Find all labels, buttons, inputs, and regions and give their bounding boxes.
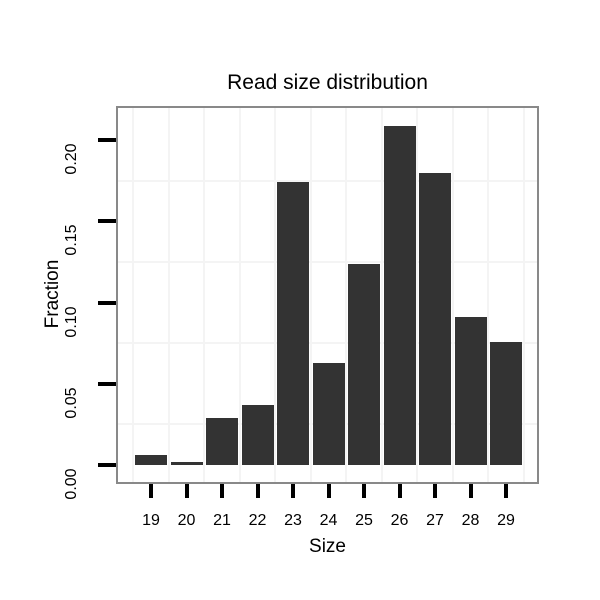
x-tick	[220, 484, 224, 498]
x-tick-label: 23	[284, 512, 302, 529]
x-tick-label: 27	[426, 512, 444, 529]
plot-panel	[116, 106, 539, 484]
x-tick-label: 29	[497, 512, 515, 529]
x-tick-label: 21	[213, 512, 231, 529]
minor-gridline-x	[522, 108, 525, 482]
minor-gridline-x	[451, 108, 454, 482]
x-tick	[326, 484, 331, 498]
x-tick	[504, 484, 508, 498]
y-tick	[98, 381, 116, 386]
x-tick	[397, 484, 402, 498]
y-tick-label: 0.05	[63, 387, 80, 419]
x-tick	[184, 484, 189, 498]
x-tick-label: 26	[390, 512, 409, 529]
bar-size-22	[241, 405, 274, 465]
bar-size-21	[206, 418, 238, 465]
bar-size-29	[490, 342, 522, 465]
minor-gridline-x	[132, 108, 135, 482]
minor-gridline-x	[416, 108, 419, 482]
x-tick	[149, 484, 153, 498]
x-tick	[433, 484, 437, 498]
minor-gridline-x	[274, 108, 277, 482]
minor-gridline-x	[487, 108, 490, 482]
x-tick-label: 22	[248, 512, 267, 529]
minor-gridline-x	[309, 108, 312, 482]
bar-size-25	[348, 264, 380, 465]
minor-gridline-y	[118, 179, 537, 182]
minor-gridline-x	[238, 108, 241, 482]
x-tick-label: 20	[177, 512, 196, 529]
y-tick-label: 0.00	[63, 468, 80, 500]
bar-size-26	[383, 126, 416, 465]
minor-gridline-x	[380, 108, 383, 482]
x-tick-label: 24	[319, 512, 338, 529]
minor-gridline-x	[203, 108, 206, 482]
y-tick	[98, 300, 116, 305]
y-tick-label: 0.15	[63, 224, 80, 256]
x-tick-label: 25	[355, 512, 373, 529]
x-tick	[362, 484, 366, 498]
y-tick	[98, 219, 116, 224]
minor-gridline-x	[345, 108, 348, 482]
bar-size-28	[454, 317, 487, 465]
x-tick-label: 28	[461, 512, 480, 529]
bar-size-27	[419, 173, 451, 465]
minor-gridline-y	[118, 261, 537, 263]
bar-size-19	[135, 455, 167, 465]
y-tick-label: 0.10	[63, 306, 80, 338]
x-tick-label: 19	[142, 512, 160, 529]
chart-title: Read size distribution	[227, 71, 428, 94]
bar-size-20	[170, 462, 203, 465]
y-tick	[98, 138, 116, 143]
x-tick	[468, 484, 473, 498]
minor-gridline-x	[167, 108, 170, 482]
minor-gridline-y	[118, 342, 537, 345]
x-tick	[255, 484, 260, 498]
bar-size-23	[277, 182, 309, 465]
x-tick	[291, 484, 295, 498]
y-tick-label: 0.20	[63, 143, 80, 175]
bar-size-24	[312, 363, 345, 465]
y-tick	[98, 463, 116, 467]
y-axis-title: Fraction	[42, 259, 63, 329]
x-axis-title: Size	[309, 536, 346, 557]
